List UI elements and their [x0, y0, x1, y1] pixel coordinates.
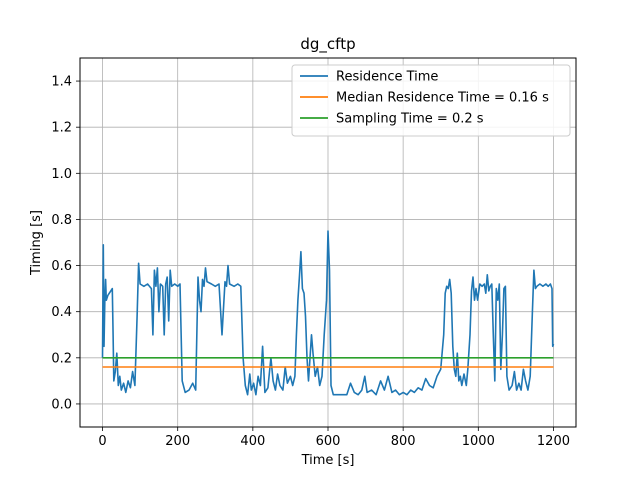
series-line-0 — [101, 230, 555, 396]
x-axis-label: Time [s] — [301, 453, 355, 468]
y-tick-label: 0.2 — [51, 351, 72, 366]
x-tick-label: 1000 — [462, 434, 495, 449]
y-axis-label: Timing [s] — [29, 210, 44, 276]
x-tick-label: 200 — [165, 434, 190, 449]
y-tick-label: 1.4 — [51, 75, 72, 90]
y-tick-label: 0.6 — [51, 259, 72, 274]
x-tick-label: 600 — [316, 434, 341, 449]
y-tick-label: 1.2 — [51, 121, 72, 136]
x-tick-label: 800 — [391, 434, 416, 449]
y-tick-label: 0.8 — [51, 213, 72, 228]
plot-series — [101, 230, 555, 396]
x-tick-label: 400 — [240, 434, 265, 449]
legend: Residence Time Median Residence Time = 0.… — [291, 64, 571, 137]
y-tick-label: 0.0 — [51, 397, 72, 412]
y-tick-label: 0.4 — [51, 305, 72, 320]
y-tick-label: 1.0 — [51, 167, 72, 182]
legend-entry-1: Median Residence Time = 0.16 s — [336, 91, 549, 106]
axis-ticks: 0 200 400 600 800 1000 1200 0.0 0.2 0.4 0.6 0.8 1.0 1… — [51, 75, 570, 449]
chart-title: dg_cftp — [300, 35, 355, 54]
legend-entry-0: Residence Time — [336, 70, 438, 85]
x-tick-label: 1200 — [537, 434, 570, 449]
x-tick-label: 0 — [98, 434, 106, 449]
legend-box — [291, 64, 571, 137]
legend-entry-2: Sampling Time = 0.2 s — [336, 112, 484, 127]
